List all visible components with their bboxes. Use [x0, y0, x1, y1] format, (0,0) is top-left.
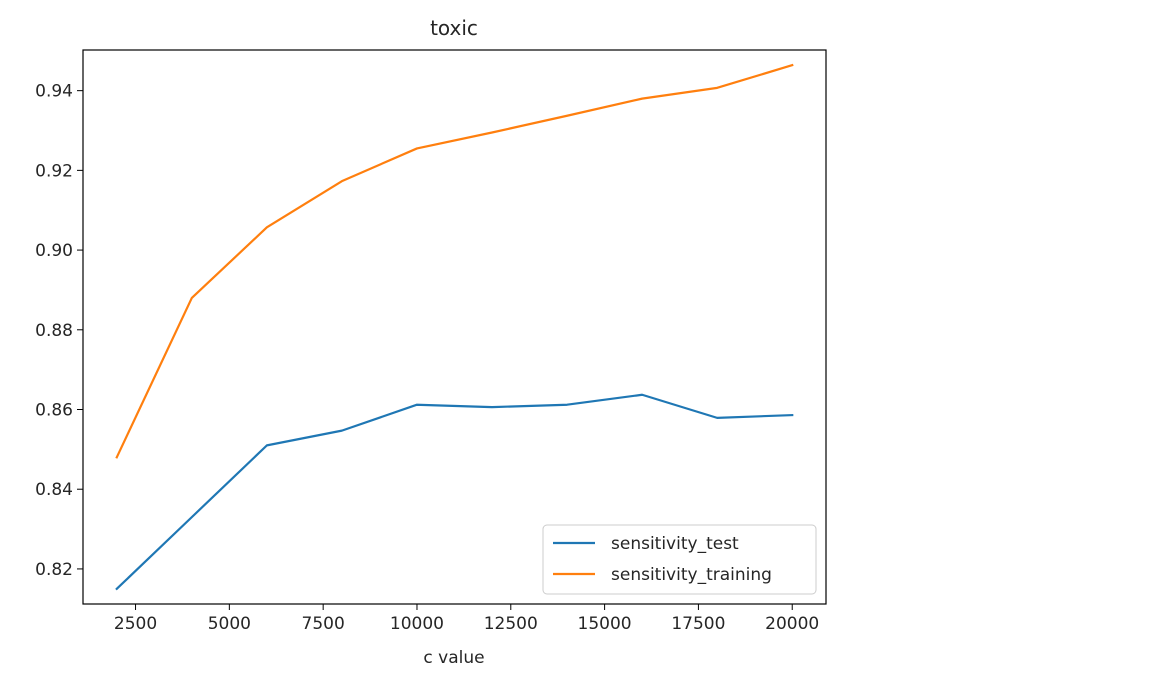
plot-frame	[82, 49, 827, 605]
x-tick-label: 17500	[671, 614, 725, 634]
legend: sensitivity_test sensitivity_training	[542, 524, 817, 595]
y-tick-label: 0.84	[35, 480, 73, 500]
plot-area	[115, 63, 794, 591]
chart-title: toxic	[430, 16, 478, 40]
x-tick-label: 5000	[208, 614, 251, 634]
legend-entry: sensitivity_training	[611, 565, 772, 585]
x-axis-label: c value	[423, 648, 484, 668]
series-line-sensitivity_training	[115, 63, 794, 459]
y-axis: 0.82 0.84 0.86 0.88 0.90 0.92 0.94	[35, 82, 83, 580]
legend-box	[542, 524, 817, 595]
legend-entry: sensitivity_test	[611, 534, 739, 554]
x-tick-label: 10000	[390, 614, 444, 634]
y-tick-label: 0.82	[35, 560, 73, 580]
x-tick-label: 15000	[578, 614, 632, 634]
y-tick-label: 0.94	[35, 82, 73, 102]
y-tick-label: 0.86	[35, 401, 73, 421]
y-tick-label: 0.88	[35, 321, 73, 341]
x-axis: 2500 5000 7500 10000 12500 15000 17500 20000	[114, 604, 819, 634]
x-tick-label: 2500	[114, 614, 157, 634]
y-tick-label: 0.90	[35, 241, 73, 261]
x-tick-label: 20000	[765, 614, 819, 634]
y-tick-label: 0.92	[35, 161, 73, 181]
x-tick-label: 7500	[302, 614, 345, 634]
x-tick-label: 12500	[484, 614, 538, 634]
series-line-sensitivity_test	[115, 393, 794, 591]
